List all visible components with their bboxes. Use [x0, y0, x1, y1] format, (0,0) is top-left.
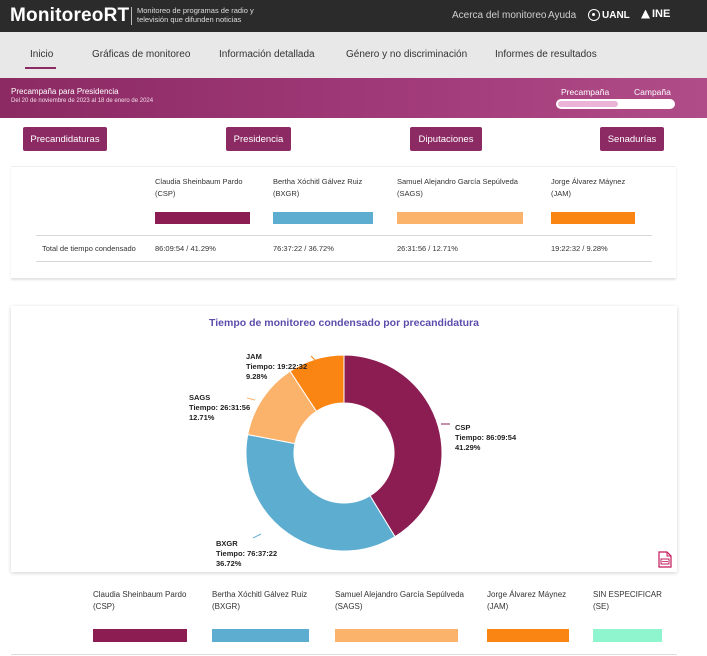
legend-color-swatch	[212, 629, 309, 642]
legend-entry: SIN ESPECIFICAR (SE)	[593, 589, 662, 613]
ine-logo: INE	[641, 8, 670, 20]
legend-party: (JAM)	[487, 602, 509, 611]
chart-card: Tiempo de monitoreo condensado por preca…	[11, 306, 677, 572]
candidate-header: Jorge Álvarez Máynez (JAM)	[551, 176, 625, 200]
legend-entry: Bertha Xóchitl Gálvez Ruiz (BXGR)	[212, 589, 307, 613]
slice-data-label: Tiempo: 76:37:22	[216, 549, 277, 558]
main-nav: Inicio Gráficas de monitoreo Información…	[0, 32, 707, 78]
candidate-name: Samuel Alejandro García Sepúlveda	[397, 177, 518, 186]
slice-data-label: SAGS	[189, 393, 210, 402]
brand-description: Monitoreo de programas de radio y televi…	[137, 6, 254, 24]
legend-party: (CSP)	[93, 602, 115, 611]
candidate-header: Claudia Sheinbaum Pardo (CSP)	[155, 176, 243, 200]
footer-divider	[11, 654, 677, 655]
slice-connector	[252, 533, 262, 539]
slice-data-label: CSP	[455, 423, 470, 432]
slice-data-label: BXGR	[216, 539, 238, 548]
candidate-name: Jorge Álvarez Máynez	[551, 177, 626, 186]
candidate-header: Bertha Xóchitl Gálvez Ruiz (BXGR)	[273, 176, 362, 200]
precandidaturas-button[interactable]: Precandidaturas	[23, 127, 107, 151]
help-link[interactable]: Ayuda	[548, 10, 577, 21]
slice-data-label: Tiempo: 26:31:56	[189, 403, 250, 412]
legend-party: (SAGS)	[335, 602, 363, 611]
legend-entry: Jorge Álvarez Máynez (JAM)	[487, 589, 566, 613]
candidate-color-swatch	[551, 212, 635, 224]
tab-graficas[interactable]: Gráficas de monitoreo	[92, 49, 191, 60]
total-time-value: 76:37:22 / 36.72%	[273, 244, 334, 253]
ine-logo-text: INE	[652, 8, 671, 20]
slice-data-label: Tiempo: 86:09:54	[455, 433, 517, 442]
candidate-header: Samuel Alejandro García Sepúlveda (SAGS)	[397, 176, 518, 200]
slice-data-label: 9.28%	[246, 372, 268, 381]
slice-connector	[310, 355, 318, 363]
legend-entry: Claudia Sheinbaum Pardo (CSP)	[93, 589, 186, 613]
pie-slice-bxgr[interactable]	[245, 433, 396, 552]
legend-color-swatch	[93, 629, 187, 642]
tab-informes[interactable]: Informes de resultados	[495, 49, 597, 60]
candidate-party: (SAGS)	[397, 189, 423, 198]
slice-data-label: JAM	[246, 352, 262, 361]
legend-entry: Samuel Alejandro García Sepúlveda (SAGS)	[335, 589, 464, 613]
pie-slice-jam[interactable]	[289, 354, 345, 412]
legend-color-swatch	[593, 629, 662, 642]
total-time-value: 86:09:54 / 41.29%	[155, 244, 216, 253]
legend-party: (BXGR)	[212, 602, 240, 611]
uanl-logo: UANL	[588, 8, 630, 22]
candidate-color-swatch	[273, 212, 373, 224]
candidate-party: (JAM)	[551, 189, 571, 198]
chart-title: Tiempo de monitoreo condensado por preca…	[209, 317, 479, 329]
legend-color-swatch	[335, 629, 458, 642]
diputaciones-button[interactable]: Diputaciones	[410, 127, 482, 151]
legend-color-swatch	[487, 629, 569, 642]
slice-data-label: 36.72%	[216, 559, 242, 568]
presidencia-button[interactable]: Presidencia	[226, 127, 291, 151]
table-divider	[36, 235, 652, 236]
summary-table: Claudia Sheinbaum Pardo (CSP) Bertha Xóc…	[11, 166, 676, 278]
period-toggle-fill	[558, 101, 618, 107]
toggle-label-precampana[interactable]: Precampaña	[561, 87, 610, 97]
slice-data-label: 41.29%	[455, 443, 481, 452]
senadurias-button[interactable]: Senadurías	[600, 127, 664, 151]
legend-name: Jorge Álvarez Máynez	[487, 590, 567, 599]
candidate-color-swatch	[397, 212, 523, 224]
slice-data-label: 12.71%	[189, 413, 215, 422]
legend-name: SIN ESPECIFICAR	[593, 590, 662, 599]
tab-informacion[interactable]: Información detallada	[219, 49, 315, 60]
legend-name: Samuel Alejandro García Sepúlveda	[335, 590, 464, 599]
top-bar: MonitoreoRT Monitoreo de programas de ra…	[0, 0, 707, 32]
period-title: Precampaña para Presidencia	[11, 87, 119, 96]
active-tab-indicator	[25, 67, 56, 69]
ine-mark-icon	[641, 9, 650, 19]
period-banner: Precampaña para Presidencia Del 20 de no…	[0, 78, 707, 118]
slice-data-label: Tiempo: 19:22:32	[246, 362, 307, 371]
period-dates: Del 20 de noviembre de 2023 al 18 de ene…	[11, 98, 154, 104]
uanl-seal-icon	[588, 9, 600, 21]
total-time-label: Total de tiempo condensado	[42, 244, 136, 253]
toggle-label-campana[interactable]: Campaña	[634, 87, 671, 97]
brand-logo[interactable]: MonitoreoRT	[10, 5, 130, 26]
candidate-party: (BXGR)	[273, 189, 300, 198]
tab-inicio[interactable]: Inicio	[30, 49, 54, 60]
legend-name: Bertha Xóchitl Gálvez Ruiz	[212, 590, 308, 599]
period-toggle[interactable]	[556, 99, 675, 109]
uanl-logo-text: UANL	[602, 9, 630, 21]
slice-connector	[246, 397, 256, 401]
about-link[interactable]: Acerca del monitoreo	[452, 10, 547, 21]
legend-party: (SE)	[593, 602, 609, 611]
pdf-export-icon[interactable]	[657, 551, 672, 568]
brand-divider	[131, 7, 132, 25]
pie-slice-csp[interactable]	[343, 354, 443, 538]
candidate-color-swatch	[155, 212, 250, 224]
tab-genero[interactable]: Género y no discriminación	[346, 49, 468, 60]
legend-name: Claudia Sheinbaum Pardo	[93, 590, 187, 599]
total-time-value: 26:31:56 / 12.71%	[397, 244, 458, 253]
candidate-name: Claudia Sheinbaum Pardo	[155, 177, 243, 186]
candidate-name: Bertha Xóchitl Gálvez Ruiz	[273, 177, 363, 186]
total-time-value: 19:22:32 / 9.28%	[551, 244, 608, 253]
candidate-party: (CSP)	[155, 189, 176, 198]
table-divider	[36, 261, 652, 262]
